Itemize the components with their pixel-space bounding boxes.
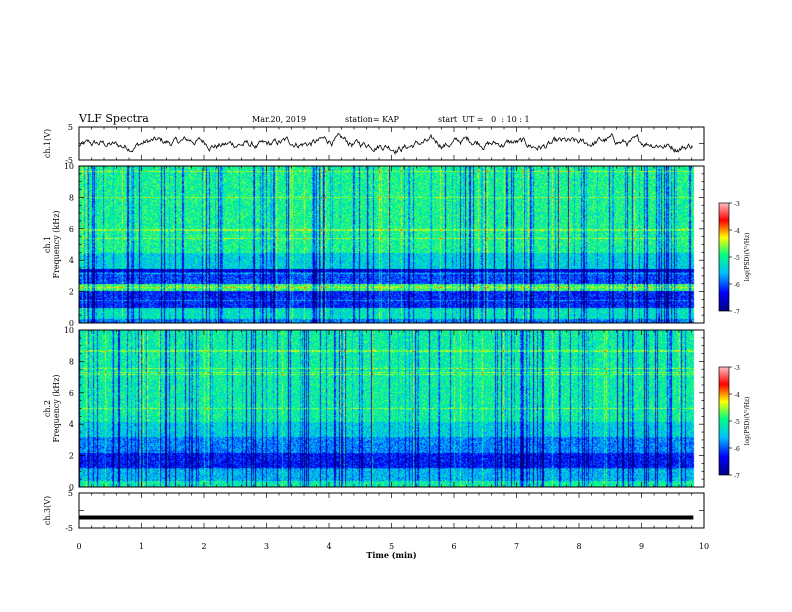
y-tick-label: -5 xyxy=(65,156,73,165)
colorbar-tick-label: -6 xyxy=(734,282,740,289)
colorbar-tick-label: -4 xyxy=(734,228,740,235)
colorbar-scale xyxy=(718,202,730,312)
y-tick-label: 0 xyxy=(69,483,74,492)
colorbar-tick-label: -5 xyxy=(734,419,740,426)
y-tick-label: 2 xyxy=(69,452,74,461)
ch2-spectrogram-canvas xyxy=(79,330,704,487)
ch2-spectrogram-panel: 0 2 4 6 8 10 ch.2 Frequency (kHz) xyxy=(43,326,705,492)
y-tick-label: 8 xyxy=(69,193,74,202)
ch1-waveform-panel: 5 -5 ch.1(V) xyxy=(43,123,705,165)
x-tick-label: 3 xyxy=(264,542,269,551)
colorbar-tick-label: -3 xyxy=(734,201,740,208)
y-tick-label: 5 xyxy=(68,123,73,132)
x-tick-label: 7 xyxy=(514,542,519,551)
ch1-colorbar: -3 -4 -5 -6 -7 log(PSD)(V²/Hz) xyxy=(718,201,751,316)
colorbar-label: log(PSD)(V²/Hz) xyxy=(744,397,751,446)
time-axis: 0 1 2 3 4 5 6 7 8 9 10 Time (min) xyxy=(76,542,709,560)
y-tick-label: -5 xyxy=(65,524,73,533)
ch3-waveform-frame xyxy=(78,492,705,529)
y-axis-label-frequency: Frequency (kHz) xyxy=(52,210,61,278)
colorbar-tick-label: -6 xyxy=(734,446,740,453)
station-label: station= KAP xyxy=(345,115,399,124)
y-axis-label: ch.1(V) xyxy=(43,129,52,158)
colorbar-scale xyxy=(718,366,730,476)
x-tick-label: 9 xyxy=(639,542,644,551)
ch2-spectrogram-image xyxy=(79,330,704,487)
colorbar-tick-label: -5 xyxy=(734,255,740,262)
x-tick-label: 8 xyxy=(576,542,581,551)
ch1-spectrogram-canvas xyxy=(79,166,704,323)
y-tick-label: 6 xyxy=(69,389,74,398)
y-tick-label: 2 xyxy=(69,288,74,297)
y-axis-label-frequency: Frequency (kHz) xyxy=(52,374,61,442)
y-tick-label: 8 xyxy=(69,357,74,366)
ch1-spectrogram-image xyxy=(79,166,704,323)
y-tick-label: 4 xyxy=(69,420,74,429)
y-tick-label: 5 xyxy=(68,489,73,498)
ch1-trace xyxy=(78,132,693,155)
y-tick-label: 4 xyxy=(69,256,74,265)
x-tick-label: 10 xyxy=(699,542,709,551)
y-axis-label: ch.3(V) xyxy=(43,496,52,525)
x-axis-label: Time (min) xyxy=(366,550,416,560)
ch3-waveform-panel: 5 -5 ch.3(V) xyxy=(43,489,705,533)
x-tick-label: 1 xyxy=(139,542,144,551)
y-axis-label: ch.2 xyxy=(43,400,52,417)
y-tick-label: 0 xyxy=(69,319,74,328)
x-tick-label: 4 xyxy=(326,542,331,551)
colorbar-tick-label: -7 xyxy=(734,473,740,480)
y-axis-label: ch.1 xyxy=(43,236,52,253)
figure-title: VLF Spectra xyxy=(79,112,149,125)
y-tick-label: 10 xyxy=(64,326,74,335)
x-tick-label: 6 xyxy=(451,542,456,551)
y-tick-label: 6 xyxy=(69,225,74,234)
x-tick-label: 5 xyxy=(389,542,394,551)
y-tick-label: 10 xyxy=(64,162,74,171)
colorbar-tick-label: -4 xyxy=(734,392,740,399)
ch2-colorbar: -3 -4 -5 -6 -7 log(PSD)(V²/Hz) xyxy=(718,365,751,480)
start-time-label: start UT = 0 : 10 : 1 xyxy=(438,115,530,124)
colorbar-label: log(PSD)(V²/Hz) xyxy=(744,233,751,282)
colorbar-tick-label: -3 xyxy=(734,365,740,372)
ch1-spectrogram-panel: 0 2 4 6 8 10 ch.1 Frequency (kHz) xyxy=(43,162,705,328)
x-tick-label: 0 xyxy=(76,542,81,551)
date-label: Mar.20, 2019 xyxy=(252,115,307,124)
colorbar-tick-label: -7 xyxy=(734,309,740,316)
x-tick-label: 2 xyxy=(201,542,206,551)
